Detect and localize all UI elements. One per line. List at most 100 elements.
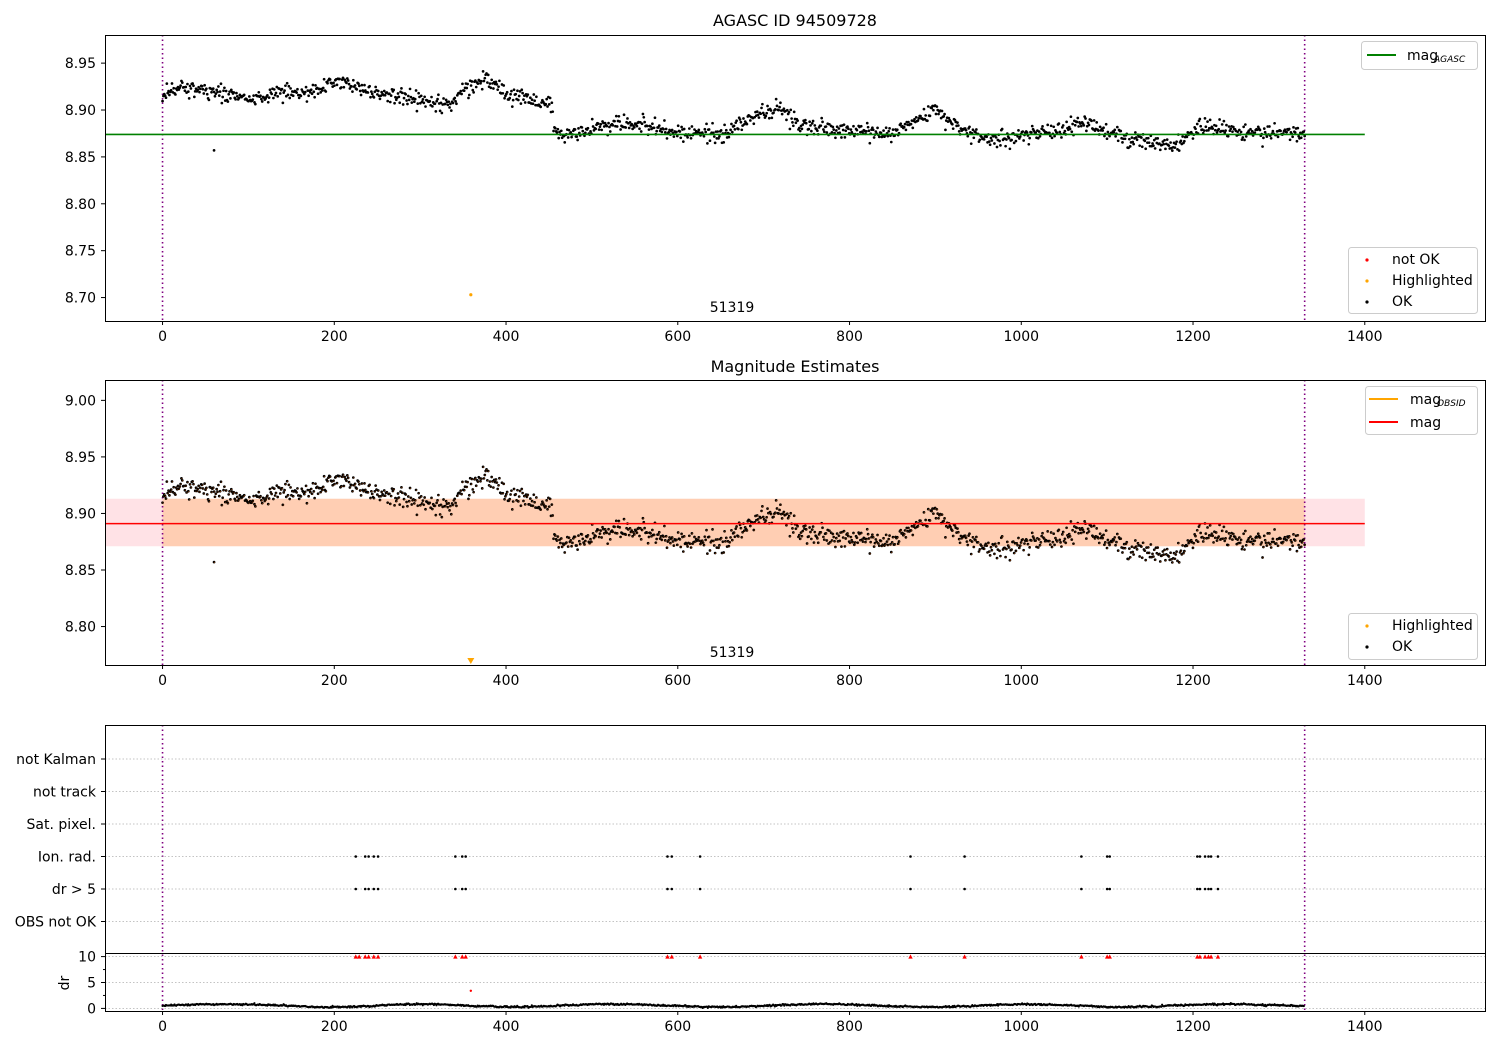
p2-obsid-point xyxy=(1007,541,1009,543)
p2-obsid-point xyxy=(851,539,853,542)
p2-obsid-point xyxy=(389,493,391,495)
p1-ok-point xyxy=(486,81,489,84)
p2-obsid-point xyxy=(671,538,673,540)
p2-obsid-point xyxy=(265,499,267,501)
p1-ok-point xyxy=(1063,129,1067,133)
p2-obsid-point xyxy=(449,510,451,512)
p1-ok-point xyxy=(764,114,768,118)
p2-obsid-point xyxy=(1148,547,1150,549)
p2-obsid-point xyxy=(517,489,519,492)
p1-ok-point xyxy=(183,89,187,93)
p2-obsid-point xyxy=(1080,529,1082,531)
p2-obsid-point xyxy=(979,549,981,551)
p1-ok-point xyxy=(1217,127,1221,131)
p1-ok-point xyxy=(639,130,643,133)
p1-ok-point xyxy=(778,105,781,109)
p1-ok-point xyxy=(1302,130,1306,133)
p2-obsid-point xyxy=(380,495,382,498)
p2-obsid-point xyxy=(579,540,581,543)
p1-ok-point xyxy=(718,135,721,138)
p2-obsid-point xyxy=(431,497,433,499)
p1-ok-point xyxy=(790,117,793,120)
p2-obsid-point xyxy=(1105,542,1107,544)
p2-obsid-point xyxy=(1239,537,1241,539)
p2-obsid-point xyxy=(995,546,998,548)
p1-ok-point xyxy=(345,81,348,85)
p2-obsid-point xyxy=(1153,556,1155,558)
p1-ok-point xyxy=(547,103,551,106)
p3-flag-point xyxy=(1216,887,1220,891)
p1-ok-point xyxy=(449,109,453,112)
p2-obsid-point xyxy=(224,486,226,488)
p2-obsid-point xyxy=(620,536,622,538)
p1-ok-point xyxy=(471,88,475,92)
p2-obsid-point xyxy=(225,490,228,492)
p2-obsid-point xyxy=(206,487,208,489)
p1-ok-point xyxy=(335,83,339,87)
p2-obsid-point xyxy=(1245,530,1247,532)
p1-ok-point xyxy=(210,90,213,94)
legend-2-ok-marker xyxy=(1365,645,1369,649)
p1-ok-point xyxy=(229,88,233,92)
p1-ok-point xyxy=(1165,138,1169,141)
p2-obsid-point xyxy=(369,484,371,486)
p2-obsid-point xyxy=(435,514,437,516)
p2-obsid-point xyxy=(671,537,674,539)
p2-obsid-point xyxy=(1063,540,1066,543)
p2-obsid-point xyxy=(305,485,308,487)
p2-obsid-point xyxy=(524,495,526,498)
p3-flag-point xyxy=(454,855,457,858)
p1-ok-point xyxy=(602,125,606,128)
p2-obsid-point xyxy=(661,539,663,541)
p1-ok-point xyxy=(1037,130,1041,133)
p1-ok-point xyxy=(930,106,934,110)
p1-ok-point xyxy=(1134,136,1138,139)
p2-obsid-point xyxy=(742,531,744,534)
p2-obsid-point xyxy=(280,493,282,495)
p1-ok-point xyxy=(503,96,506,100)
p1-ok-point xyxy=(573,128,577,131)
p1-ok-point xyxy=(232,91,236,94)
p1-ok-point xyxy=(1220,123,1224,126)
p2-obsid-point xyxy=(818,534,821,536)
p2-obsid-point xyxy=(1116,541,1118,543)
p2-obsid-point xyxy=(251,502,253,504)
p2-obsid-point xyxy=(787,513,789,515)
p2-obsid-point xyxy=(983,548,986,550)
p2-obsid-point xyxy=(1166,548,1169,551)
p1-ytick-label-0: 8.70 xyxy=(65,291,96,307)
p2-obsid-point xyxy=(452,504,455,506)
p1-ok-point xyxy=(408,87,412,91)
p1-ok-point xyxy=(797,126,801,130)
p2-obsid-point xyxy=(377,494,379,496)
p1-ok-point xyxy=(291,94,295,98)
p1-ok-point xyxy=(937,112,940,116)
p2-obsid-point xyxy=(726,537,728,539)
p2-obsid-point xyxy=(790,512,792,515)
p2-obsid-point xyxy=(1230,535,1232,537)
p3-flag-point xyxy=(1196,855,1199,858)
p1-ok-point xyxy=(922,107,926,111)
p1-ok-point xyxy=(409,95,413,99)
p1-ok-point xyxy=(1050,136,1054,140)
p1-ok-point xyxy=(324,90,328,93)
p1-ok-point xyxy=(640,122,644,126)
p2-obsid-point xyxy=(186,492,188,494)
p2-obsid-point xyxy=(892,536,895,539)
p1-ok-point xyxy=(1291,135,1294,139)
panel-1-title: AGASC ID 94509728 xyxy=(713,11,877,30)
p2-obsid-point xyxy=(651,535,653,538)
legend-not-ok-marker xyxy=(1365,258,1369,262)
p2-obsid-point xyxy=(616,520,618,522)
p1-ok-point xyxy=(203,83,206,87)
p2-obsid-point xyxy=(258,491,260,493)
p2-obsid-point xyxy=(194,497,196,499)
p1-ok-point xyxy=(798,129,802,133)
p2-obsid-point xyxy=(540,509,542,511)
p1-ok-point xyxy=(422,101,426,105)
p2-obsid-point xyxy=(1280,538,1282,540)
p2-obsid-point xyxy=(590,538,592,541)
legend-2-highlighted-label: Highlighted xyxy=(1392,618,1473,634)
p2-obsid-point xyxy=(694,536,696,538)
